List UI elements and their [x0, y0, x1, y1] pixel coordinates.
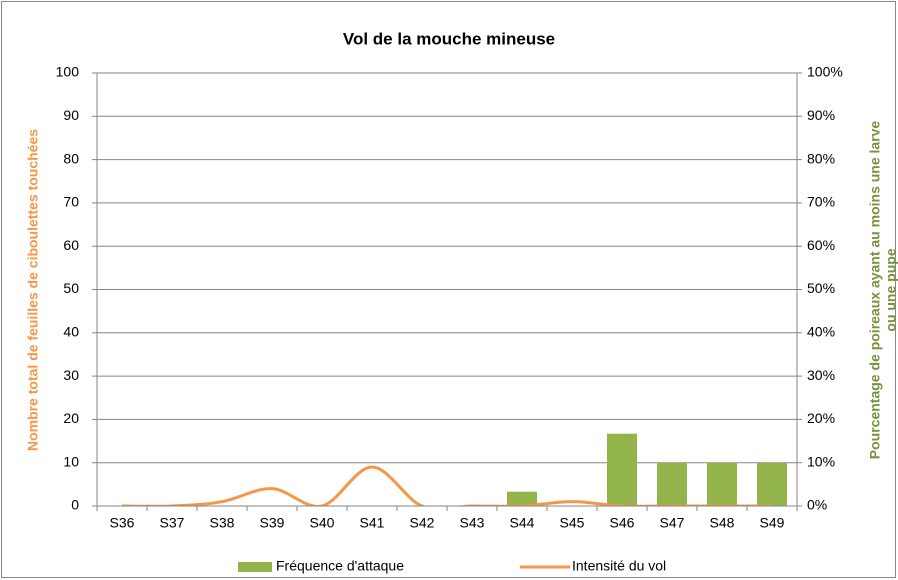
- legend-label: Intensité du vol: [572, 558, 666, 574]
- y2-tick-label: 50%: [807, 280, 835, 296]
- y-tick-label: 10: [63, 453, 79, 469]
- y2-tick-label: 10%: [807, 453, 835, 469]
- x-tick-label: S46: [610, 515, 635, 531]
- y-tick-label: 50: [63, 280, 79, 296]
- y2-tick-label: 40%: [807, 324, 835, 340]
- y-tick-label: 20: [63, 410, 79, 426]
- y-tick-label: 40: [63, 324, 79, 340]
- y2-tick-label: 90%: [807, 107, 835, 123]
- bar: [657, 462, 687, 506]
- y2-tick-label: 0%: [807, 497, 827, 513]
- y2-tick-label: 70%: [807, 194, 835, 210]
- y-tick-label: 100: [56, 64, 80, 80]
- chart-title: Vol de la mouche mineuse: [343, 29, 555, 48]
- legend-label: Fréquence d'attaque: [276, 558, 404, 574]
- y2-tick-label: 30%: [807, 367, 835, 383]
- x-tick-label: S38: [210, 515, 235, 531]
- y-tick-label: 80: [63, 150, 79, 166]
- x-tick-label: S44: [510, 515, 535, 531]
- y2-tick-label: 80%: [807, 150, 835, 166]
- y2-tick-label: 20%: [807, 410, 835, 426]
- y2-axis-title: ou une pupe: [883, 248, 898, 331]
- y2-tick-label: 100%: [807, 64, 843, 80]
- y2-axis-title: Pourcentage de poireaux ayant au moins u…: [867, 121, 883, 460]
- y2-tick-label: 60%: [807, 237, 835, 253]
- x-tick-label: S43: [460, 515, 485, 531]
- bar: [507, 491, 537, 506]
- x-tick-label: S37: [160, 515, 185, 531]
- bar: [607, 433, 637, 506]
- x-tick-label: S39: [260, 515, 285, 531]
- y-tick-label: 0: [71, 497, 79, 513]
- bar: [757, 462, 787, 506]
- bar: [707, 462, 737, 506]
- y-tick-label: 70: [63, 194, 79, 210]
- x-tick-label: S42: [410, 515, 435, 531]
- x-tick-label: S49: [760, 515, 785, 531]
- x-tick-label: S36: [110, 515, 135, 531]
- x-tick-label: S48: [710, 515, 735, 531]
- legend-swatch: [238, 562, 272, 572]
- y-tick-label: 30: [63, 367, 79, 383]
- y-tick-label: 90: [63, 107, 79, 123]
- x-tick-label: S41: [360, 515, 385, 531]
- x-tick-label: S40: [310, 515, 335, 531]
- x-tick-label: S45: [560, 515, 585, 531]
- y-axis-title: Nombre total de feuilles de ciboulettes …: [25, 129, 41, 451]
- x-tick-label: S47: [660, 515, 685, 531]
- y-tick-label: 60: [63, 237, 79, 253]
- line: [122, 465, 772, 506]
